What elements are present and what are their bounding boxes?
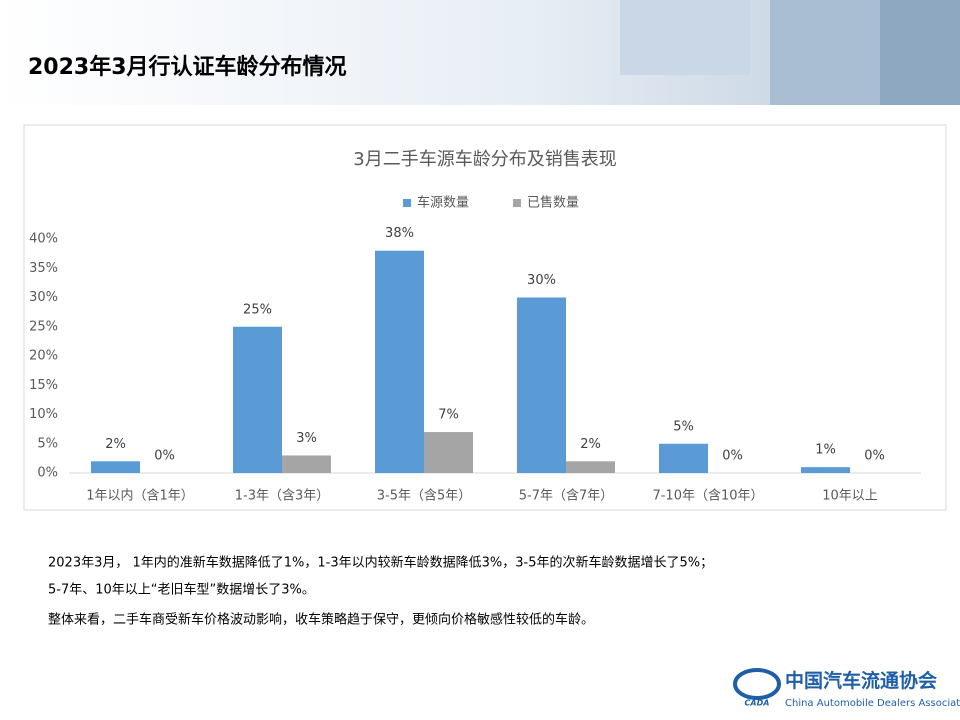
y-tick-label: 30% (29, 290, 58, 305)
logo-name: 中国汽车流通协会 (785, 669, 937, 692)
y-tick-label: 5% (37, 436, 58, 451)
value-label: 2% (580, 437, 601, 452)
y-tick-label: 40% (29, 232, 58, 247)
legend-swatch (513, 199, 521, 207)
chart-title: 3月二手车源车龄分布及销售表现 (353, 149, 616, 170)
logo-icon (733, 668, 781, 700)
value-label: 2% (105, 437, 126, 452)
value-label: 0% (722, 449, 743, 464)
x-tick-label: 5-7年（含7年） (519, 488, 614, 504)
chart-frame (23, 124, 947, 511)
bar (424, 432, 473, 473)
logo-english: China Automobile Dealers Association (785, 698, 960, 709)
legend-label: 已售数量 (527, 195, 579, 211)
y-tick-label: 15% (29, 378, 58, 393)
bar (282, 455, 331, 473)
note: 5-7年、10年以上“老旧车型”数据增长了3%。 (48, 582, 315, 598)
bar (566, 461, 615, 473)
chart: 0% 5% 10% 15% 20% 25% 30% 35% 40% 1年以内（含1年） 2% 0% 1-… (29, 195, 921, 504)
value-label: 5% (673, 419, 694, 434)
x-tick-label: 7-10年（含10年） (652, 488, 763, 504)
bar (801, 467, 850, 473)
value-label: 0% (154, 449, 175, 464)
legend-swatch (403, 199, 411, 207)
bar (659, 443, 708, 473)
value-label: 7% (438, 408, 459, 423)
x-tick-label: 10年以上 (822, 489, 878, 504)
legend-label: 车源数量 (417, 195, 469, 211)
x-tick-label: 1-3年（含3年） (235, 488, 330, 504)
y-tick-label: 20% (29, 349, 58, 364)
header-decor (620, 0, 750, 75)
slide-title: 2023年3月行认证车龄分布情况 (28, 54, 347, 80)
bar (517, 297, 566, 473)
y-tick-label: 25% (29, 319, 58, 334)
value-label: 1% (815, 443, 836, 458)
y-tick-label: 35% (29, 261, 58, 276)
logo-mark: CADA (745, 699, 770, 708)
bar (233, 326, 282, 473)
bar (375, 250, 424, 473)
value-label: 38% (385, 226, 414, 241)
x-tick-label: 1年以内（含1年） (86, 488, 194, 504)
value-label: 0% (864, 449, 885, 464)
value-label: 25% (243, 302, 272, 317)
y-tick-label: 0% (37, 466, 58, 481)
note: 整体来看，二手车商受新车价格波动影响，收车策略趋于保守，更倾向价格敏感性较低的车… (48, 612, 594, 628)
x-tick-label: 3-5年（含5年） (377, 488, 472, 504)
bar (91, 461, 140, 473)
y-tick-label: 10% (29, 407, 58, 422)
note: 2023年3月， 1年内的准新车数据降低了1%，1-3年以内较新车龄数据降低3%… (48, 555, 713, 571)
value-label: 30% (527, 273, 556, 288)
value-label: 3% (296, 431, 317, 446)
header-decor (880, 0, 960, 105)
